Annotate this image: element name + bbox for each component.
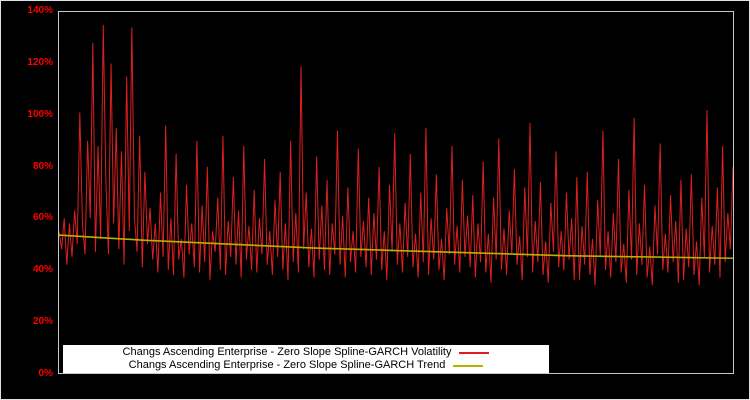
legend-label-trend: Changs Ascending Enterprise - Zero Slope… (128, 359, 446, 371)
chart-plot-svg (59, 24, 733, 286)
legend-row-trend: Changs Ascending Enterprise - Zero Slope… (63, 359, 549, 372)
y-tick-label: 60% (32, 212, 53, 224)
y-tick-label: 80% (32, 160, 53, 172)
legend-label-volatility: Changs Ascending Enterprise - Zero Slope… (122, 346, 452, 358)
y-tick-label: 100% (27, 108, 53, 120)
y-tick-label: 140% (27, 5, 53, 16)
y-tick-label: 40% (32, 264, 53, 276)
y-tick-label: 20% (32, 316, 53, 328)
plot-area (58, 11, 734, 374)
y-tick-label: 0% (38, 368, 53, 379)
legend-line-trend-sample (453, 364, 484, 367)
trend-series-line (59, 234, 733, 260)
legend: Changs Ascending Enterprise - Zero Slope… (63, 345, 549, 373)
legend-line-volatility-sample (459, 351, 490, 354)
volatility-series-line (59, 24, 733, 286)
legend-row-volatility: Changs Ascending Enterprise - Zero Slope… (63, 346, 549, 359)
y-tick-label: 120% (27, 56, 53, 68)
